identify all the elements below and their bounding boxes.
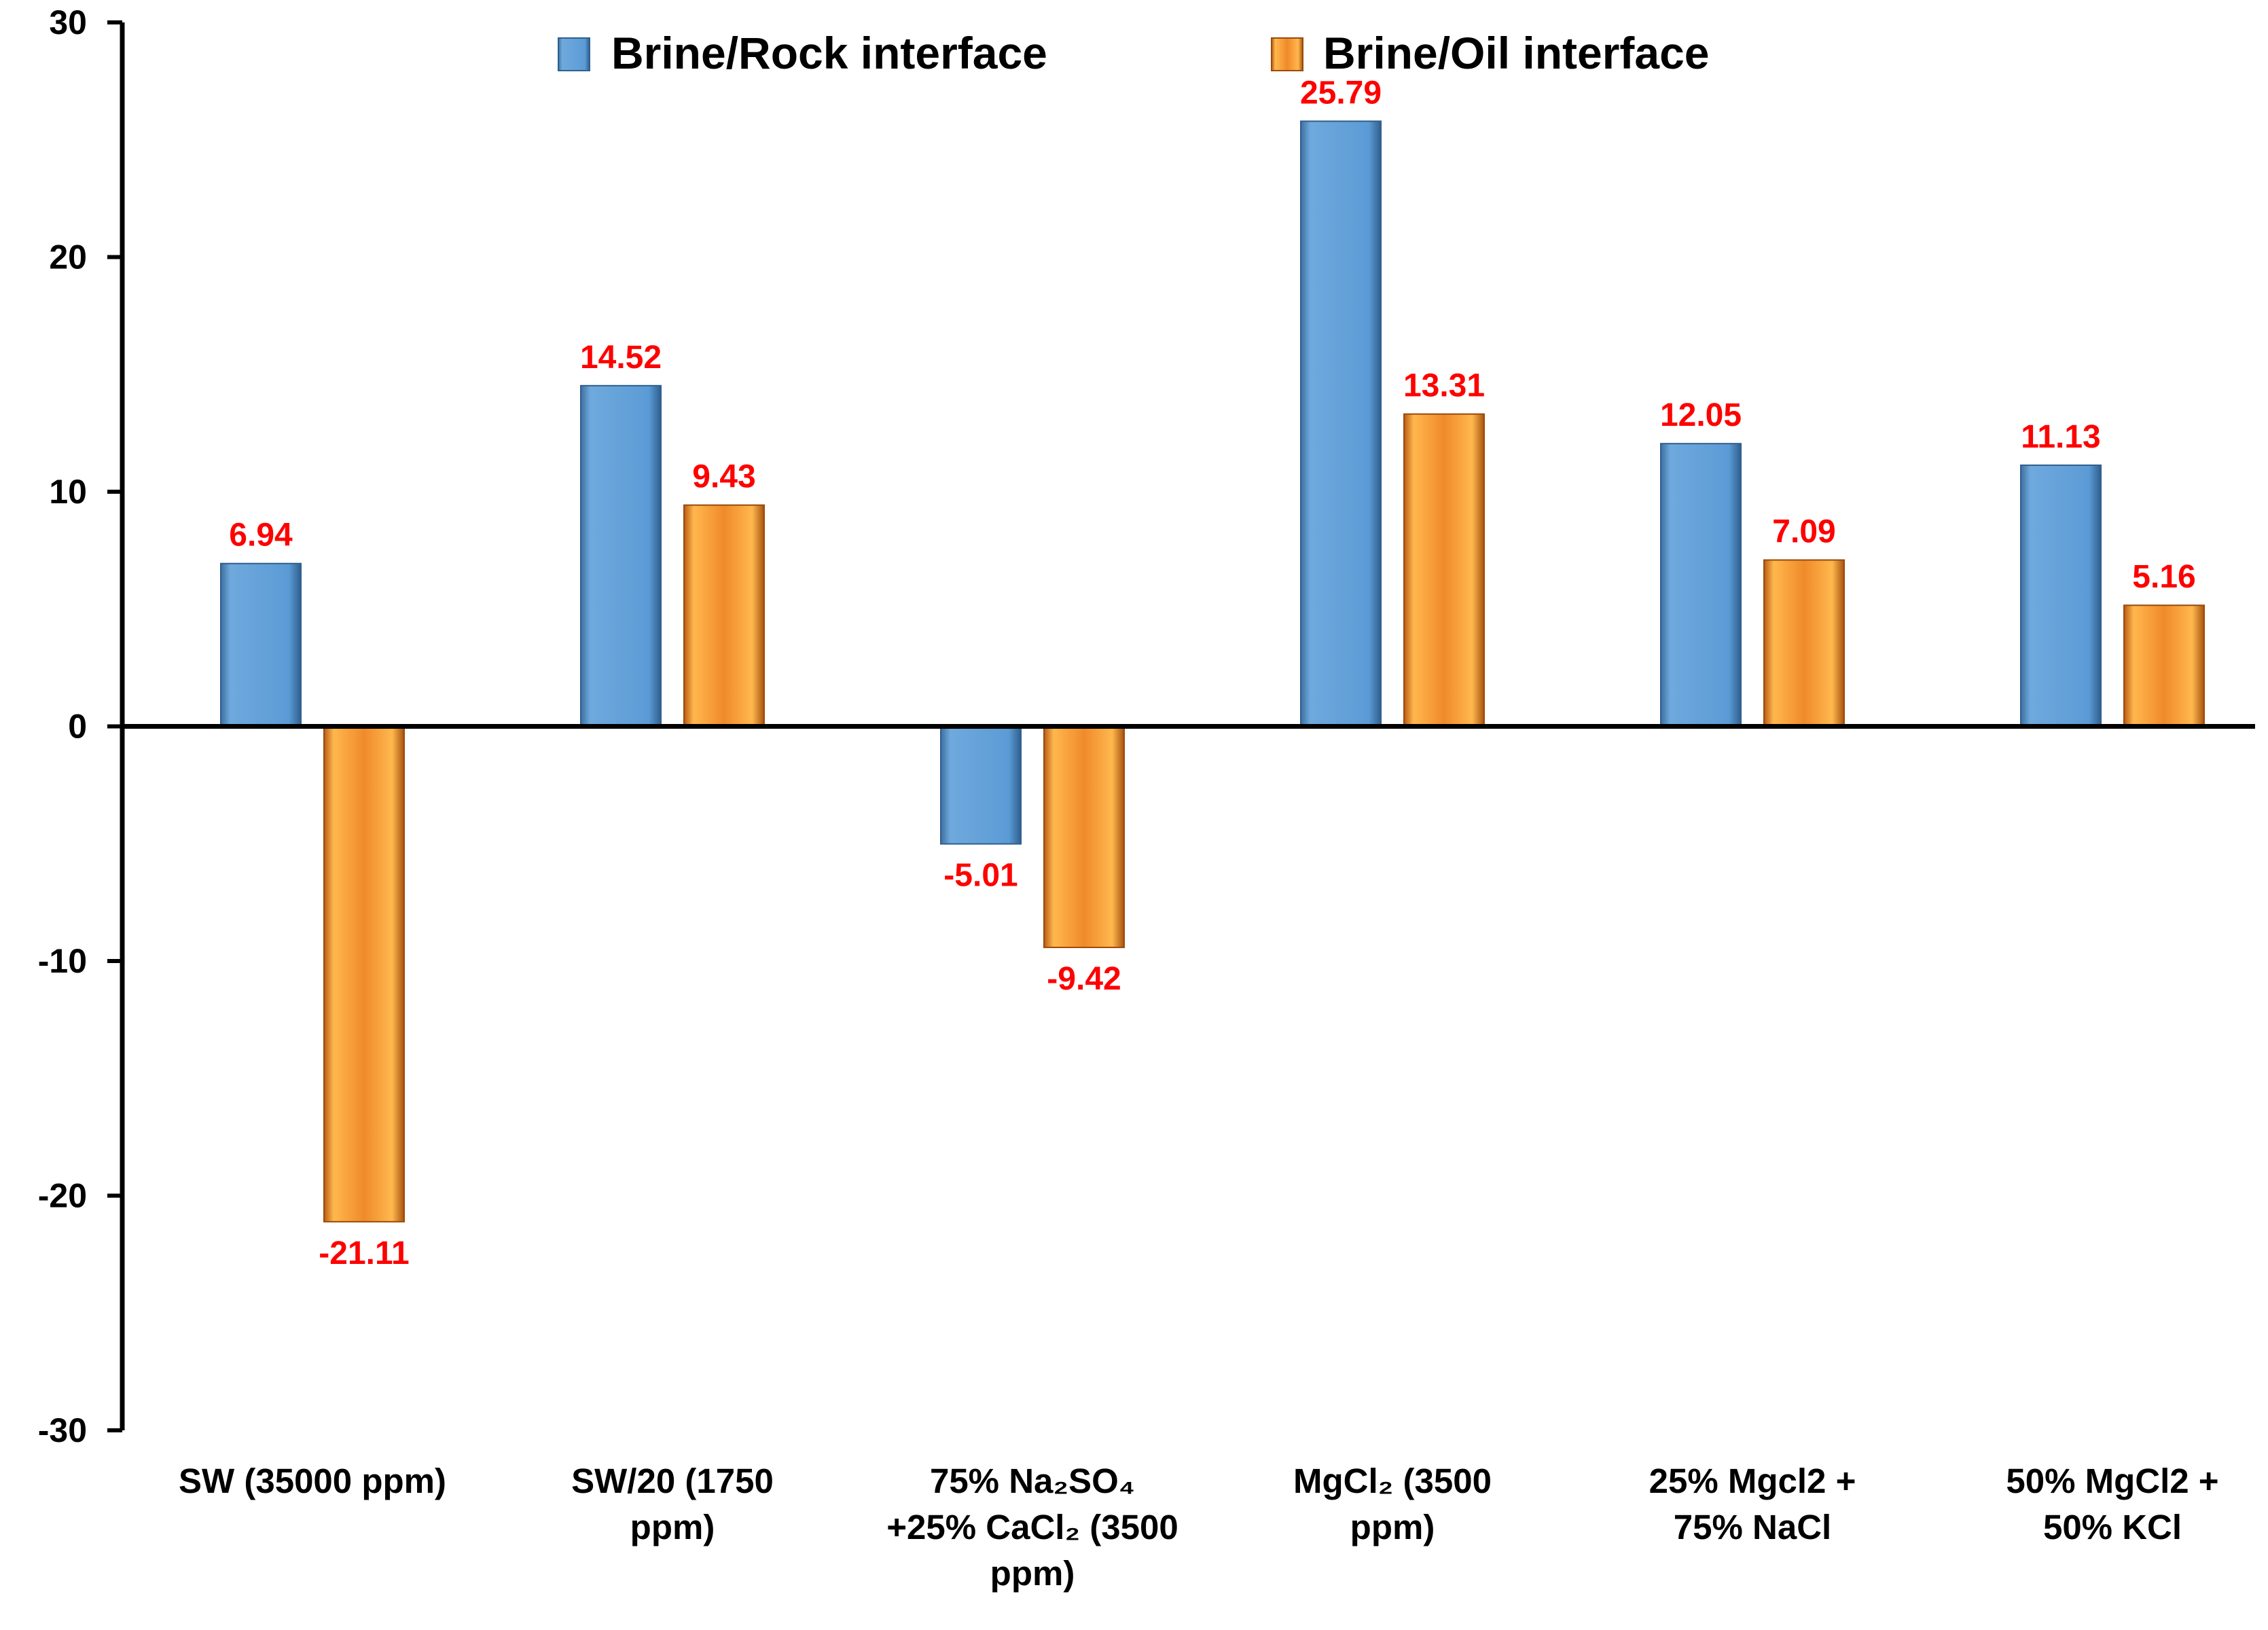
- labels: 6.94 14.52 -5.01 25.79 12.05 11.13 -21.11 9.43 -…: [38, 3, 2219, 1593]
- bar-brine-rock-2: [940, 725, 1022, 845]
- bar-brine-rock-4: [1660, 443, 1742, 727]
- x-tick-label: 75% NaCl: [1674, 1508, 1831, 1546]
- bar-brine-rock-1: [580, 384, 662, 727]
- bar-brine-oil-5: [2123, 604, 2205, 727]
- data-label: 12.05: [1660, 397, 1742, 433]
- bar-brine-oil-4: [1763, 559, 1845, 727]
- legend: Brine/Rock interface Brine/Oil interface: [558, 28, 1710, 78]
- x-tick-label: SW/20 (1750: [571, 1462, 774, 1500]
- x-tick-label: 75% Na₂SO₄: [930, 1462, 1135, 1500]
- y-tick-label: 10: [49, 473, 87, 511]
- y-tick-label: -10: [38, 942, 87, 980]
- bar-brine-rock-5: [2020, 464, 2102, 727]
- data-label: 14.52: [580, 340, 662, 376]
- x-tick-label: 50% MgCl2 +: [2006, 1462, 2218, 1500]
- y-tick-label: 20: [49, 238, 87, 276]
- bars: [220, 120, 2205, 1222]
- legend-swatch-brine-oil: [1271, 37, 1303, 71]
- axes: [107, 20, 2255, 1432]
- x-tick-label: SW (35000 ppm): [179, 1462, 446, 1500]
- data-label: -5.01: [943, 858, 1018, 894]
- data-label: -21.11: [319, 1235, 409, 1271]
- data-label: 25.79: [1300, 75, 1382, 111]
- data-label: 7.09: [1772, 514, 1835, 550]
- data-label: 11.13: [2021, 419, 2100, 455]
- bar-brine-oil-2: [1043, 725, 1125, 948]
- bar-brine-oil-0: [323, 725, 405, 1222]
- y-tick-label: 0: [68, 708, 87, 746]
- data-label: 9.43: [692, 459, 755, 495]
- y-tick-label: -20: [38, 1177, 87, 1215]
- x-tick-label: ppm): [990, 1554, 1075, 1593]
- x-tick-label: 25% Mgcl2 +: [1649, 1462, 1856, 1500]
- bar-brine-rock-3: [1300, 120, 1382, 727]
- bar-brine-rock-0: [220, 562, 302, 727]
- x-tick-label: MgCl₂ (3500: [1293, 1462, 1492, 1500]
- y-tick-label: -30: [38, 1411, 87, 1449]
- bar-brine-oil-1: [683, 504, 765, 727]
- x-tick-label: 50% KCl: [2043, 1508, 2182, 1546]
- data-label: 5.16: [2132, 559, 2195, 595]
- x-tick-label: ppm): [1350, 1508, 1435, 1546]
- x-tick-label: ppm): [630, 1508, 715, 1546]
- legend-swatch-brine-rock: [558, 37, 590, 71]
- data-label: 13.31: [1403, 368, 1485, 404]
- legend-label: Brine/Oil interface: [1323, 28, 1710, 78]
- bar-brine-oil-3: [1403, 413, 1485, 727]
- y-tick-label: 30: [49, 3, 87, 41]
- data-label: 6.94: [229, 518, 293, 554]
- data-label: -9.42: [1047, 961, 1121, 997]
- x-tick-label: +25% CaCl₂ (3500: [886, 1508, 1178, 1546]
- legend-label: Brine/Rock interface: [611, 28, 1047, 78]
